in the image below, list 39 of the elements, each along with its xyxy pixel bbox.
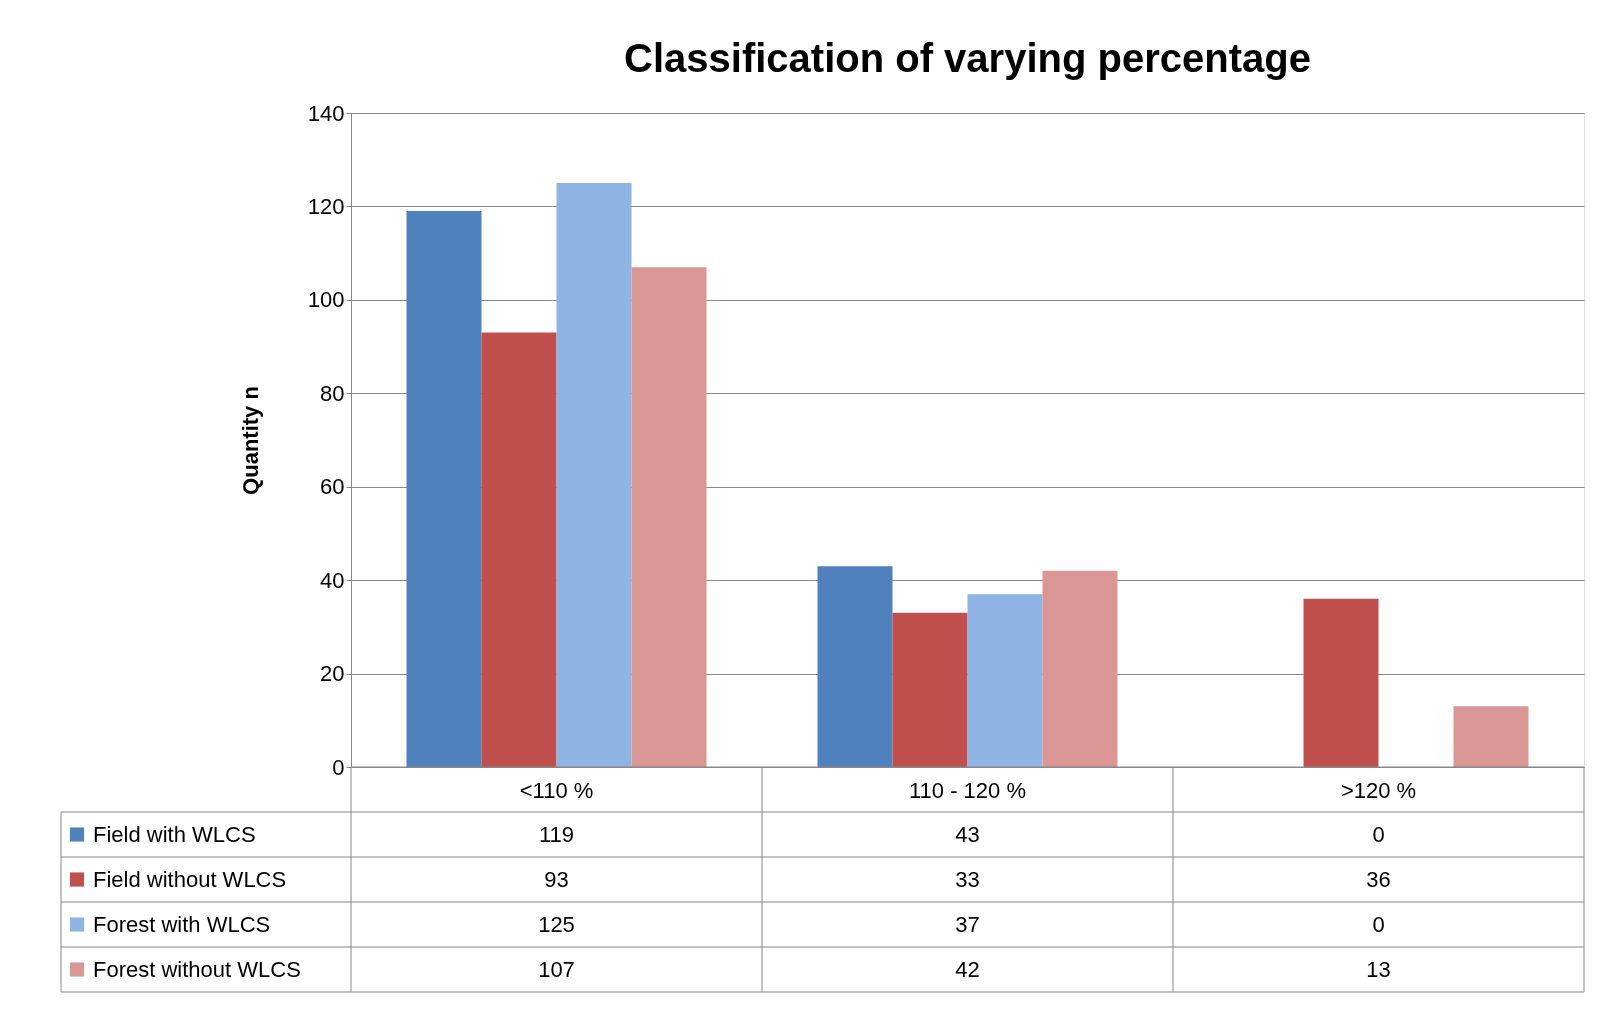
y-tick-label: 40: [320, 567, 345, 593]
bar: [481, 332, 557, 767]
legend-label: Field without WLCS: [93, 866, 287, 892]
data-label: 42: [955, 956, 980, 982]
bar: [892, 612, 968, 767]
bar: [406, 211, 482, 767]
data-label: 119: [538, 821, 575, 847]
y-tick-label: 20: [320, 661, 345, 687]
data-label: 37: [955, 911, 980, 937]
y-tick-label: 100: [307, 287, 345, 313]
x-tick-label: <110 %: [519, 777, 594, 803]
x-tick-label: >120 %: [1340, 777, 1417, 803]
data-label: 0: [1372, 911, 1385, 937]
x-tick-label: 110 - 120 %: [908, 777, 1027, 803]
data-label: 0: [1372, 821, 1385, 847]
chart-title: Classification of varying percentage: [624, 36, 1311, 80]
y-tick-label: 0: [332, 754, 345, 780]
legend-label: Field with WLCS: [93, 821, 256, 847]
legend-label: Forest with WLCS: [93, 911, 271, 937]
bar: [1453, 706, 1529, 767]
data-label: 33: [955, 866, 980, 892]
data-label: 125: [538, 911, 575, 937]
data-label: 36: [1366, 866, 1391, 892]
bar: [967, 594, 1043, 767]
bar: [1042, 570, 1118, 767]
data-label: 107: [538, 956, 575, 982]
bar: [556, 183, 632, 767]
bar: [1303, 598, 1379, 767]
y-tick-label: 120: [307, 193, 345, 219]
y-tick-label: 80: [320, 380, 345, 406]
data-label: 93: [544, 866, 569, 892]
legend-label: Forest without WLCS: [93, 956, 301, 982]
y-axis-title: Quantity n: [237, 386, 263, 495]
data-label: 43: [955, 821, 980, 847]
y-tick-label: 140: [307, 100, 345, 126]
y-tick-label: 60: [320, 474, 345, 500]
data-label: 13: [1366, 956, 1391, 982]
bar: [631, 267, 707, 767]
bar: [817, 566, 893, 767]
